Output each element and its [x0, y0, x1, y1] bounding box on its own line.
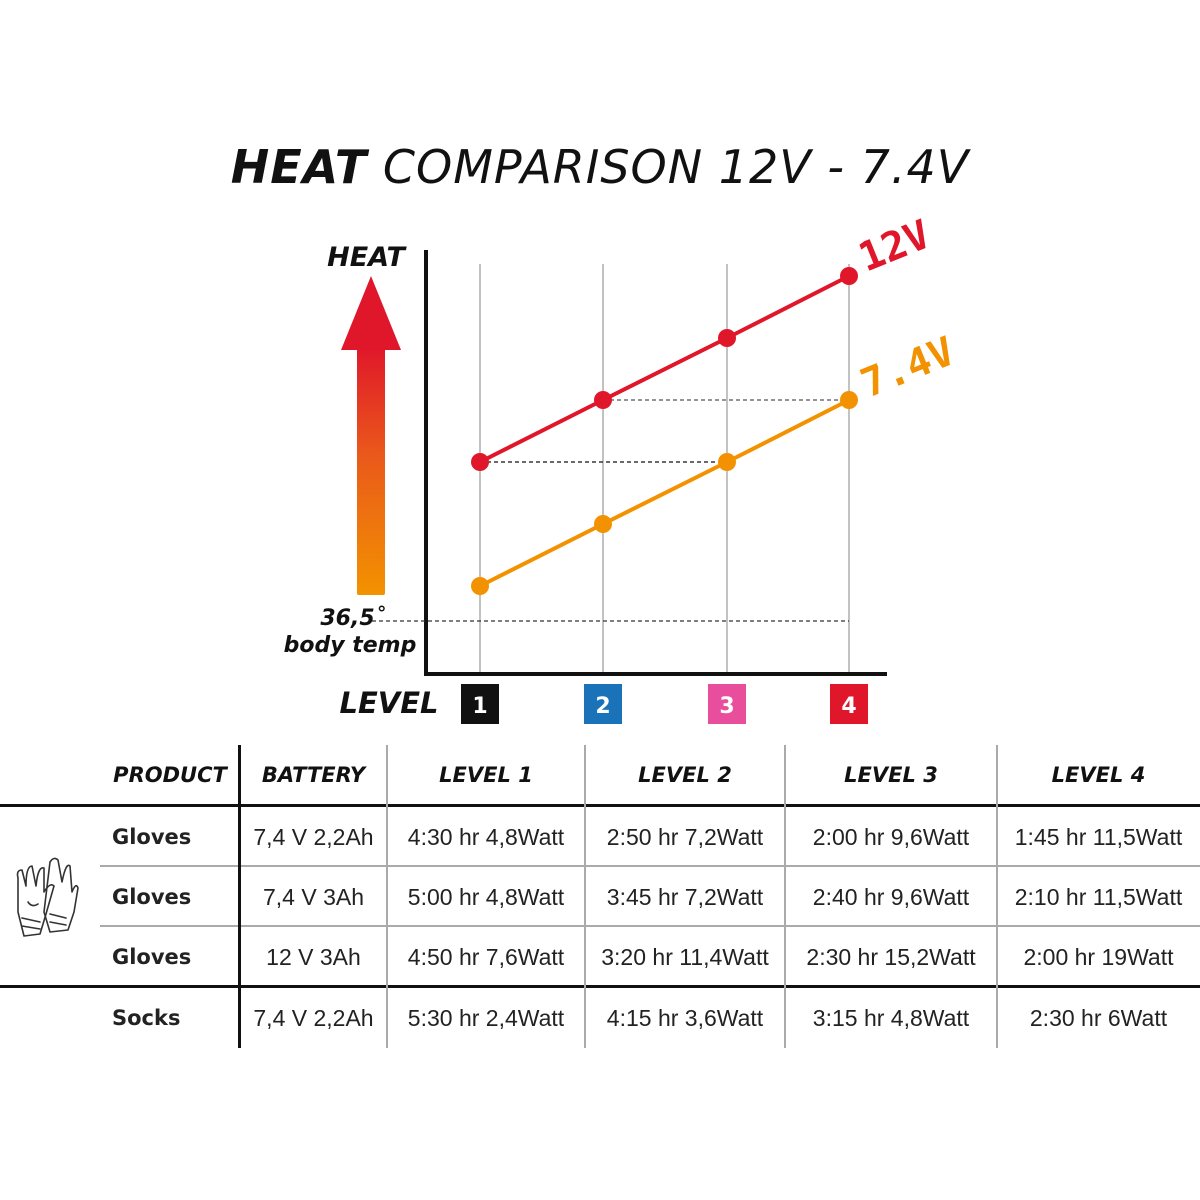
data-point — [840, 391, 858, 409]
level-1-cell: 5:30 hr 2,4Watt — [407, 1004, 565, 1031]
data-point — [594, 515, 612, 533]
product-cell: Gloves — [112, 885, 192, 909]
data-point — [594, 391, 612, 409]
col-divider — [386, 745, 388, 1048]
heat-chart: HEAT 36,5˚ body temp LEVEL 1 2 3 4 12V 7.4V — [284, 212, 962, 724]
series-label-12v: 12V — [853, 212, 937, 282]
table-row: Gloves 12 V 3Ah 4:50 hr 7,6Watt 3:20 hr … — [0, 927, 1200, 987]
level-4-cell: 2:00 hr 19Watt — [1023, 943, 1174, 970]
x-axis-label: LEVEL — [339, 686, 438, 720]
level-2-cell: 3:20 hr 11,4Watt — [601, 943, 769, 970]
level-4-cell: 2:10 hr 11,5Watt — [1014, 883, 1183, 910]
level-3-cell: 3:15 hr 4,8Watt — [812, 1004, 970, 1031]
title-bold: HEAT — [230, 140, 368, 194]
level-2-box — [584, 684, 622, 724]
level-1-label: 1 — [472, 694, 487, 719]
title-rest: COMPARISON 12V - 7.4V — [367, 140, 970, 194]
product-cell: Gloves — [112, 945, 192, 969]
table-row: Socks 7,4 V 2,2Ah 5:30 hr 2,4Watt 4:15 h… — [0, 988, 1200, 1048]
level-1-box — [461, 684, 499, 724]
product-cell: Socks — [112, 1006, 181, 1030]
level-2-cell: 3:45 hr 7,2Watt — [606, 883, 764, 910]
table-row: Gloves 7,4 V 2,2Ah 4:30 hr 4,8Watt 2:50 … — [0, 807, 1200, 867]
data-point — [471, 453, 489, 471]
level-3-label: 3 — [719, 694, 734, 719]
level-3-cell: 2:00 hr 9,6Watt — [812, 823, 970, 850]
product-cell: Gloves — [112, 825, 192, 849]
level-1-cell: 4:30 hr 4,8Watt — [407, 823, 565, 850]
level-4-box — [830, 684, 868, 724]
col-divider — [996, 745, 998, 1048]
section-rule — [0, 985, 1200, 988]
header-product: PRODUCT — [113, 763, 227, 787]
baseline-value: 36,5˚ — [320, 605, 385, 631]
header-level-1: LEVEL 1 — [439, 763, 533, 787]
header-level-2: LEVEL 2 — [638, 763, 732, 787]
table-header: PRODUCT BATTERY LEVEL 1 LEVEL 2 LEVEL 3 … — [0, 745, 1200, 805]
col-divider — [584, 745, 586, 1048]
battery-cell: 7,4 V 3Ah — [262, 883, 365, 910]
data-point — [471, 577, 489, 595]
header-battery: BATTERY — [261, 763, 366, 787]
level-1-cell: 5:00 hr 4,8Watt — [407, 883, 565, 910]
header-level-3: LEVEL 3 — [844, 763, 938, 787]
product-divider — [238, 745, 241, 1048]
level-2-label: 2 — [595, 694, 610, 719]
heat-arrow — [341, 276, 401, 595]
table-row: Gloves 7,4 V 3Ah 5:00 hr 4,8Watt 3:45 hr… — [0, 867, 1200, 927]
level-3-box — [708, 684, 746, 724]
data-point — [840, 267, 858, 285]
battery-cell: 7,4 V 2,2Ah — [253, 823, 374, 850]
battery-cell: 12 V 3Ah — [266, 943, 361, 970]
level-1-cell: 4:50 hr 7,6Watt — [407, 943, 565, 970]
row-rule — [100, 925, 1200, 927]
gloves-icon — [16, 857, 79, 937]
chart-title: HEAT COMPARISON 12V - 7.4V — [0, 140, 1200, 194]
level-2-cell: 4:15 hr 3,6Watt — [606, 1004, 764, 1031]
series-label-7-4v: 7.4V — [855, 329, 962, 408]
level-3-cell: 2:30 hr 15,2Watt — [806, 943, 976, 970]
header-rule — [0, 804, 1200, 807]
series-line-7-4v — [479, 398, 850, 588]
battery-cell: 7,4 V 2,2Ah — [253, 1004, 374, 1031]
col-divider — [784, 745, 786, 1048]
level-2-cell: 2:50 hr 7,2Watt — [606, 823, 764, 850]
header-level-4: LEVEL 4 — [1051, 763, 1146, 787]
series-line-12v — [479, 274, 850, 464]
level-4-cell: 1:45 hr 11,5Watt — [1014, 823, 1183, 850]
data-point — [718, 329, 736, 347]
level-4-cell: 2:30 hr 6Watt — [1029, 1004, 1168, 1031]
y-axis-label: HEAT — [327, 242, 407, 273]
level-4-label: 4 — [841, 694, 856, 719]
data-point — [718, 453, 736, 471]
row-rule — [100, 865, 1200, 867]
level-3-cell: 2:40 hr 9,6Watt — [812, 883, 970, 910]
baseline-label: body temp — [284, 633, 417, 658]
